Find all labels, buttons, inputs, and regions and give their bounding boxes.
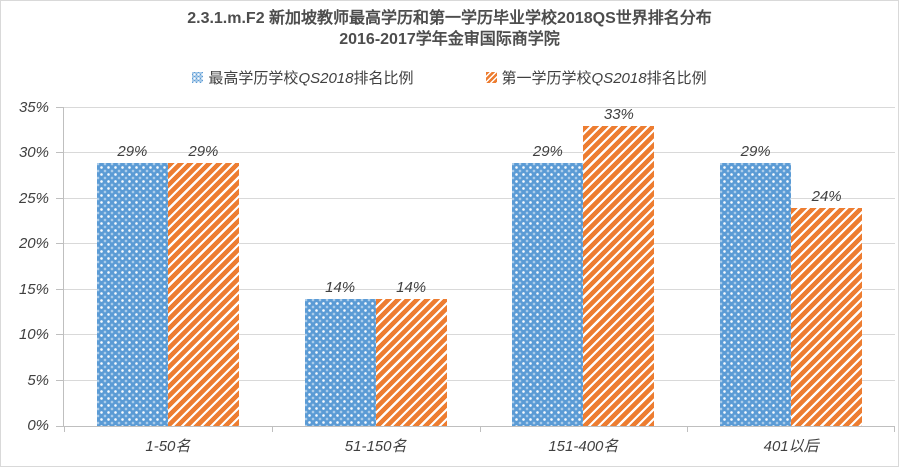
x-axis-category-label: 151-400名 bbox=[548, 438, 619, 455]
y-axis-label: 10% bbox=[18, 326, 49, 344]
y-axis-label: 5% bbox=[27, 371, 49, 389]
bar-value-label: 14% bbox=[396, 278, 427, 296]
gridline bbox=[64, 152, 895, 154]
y-axis-tick bbox=[56, 334, 64, 336]
y-axis-tick bbox=[56, 379, 64, 381]
bar-highest-degree-51-150名 bbox=[304, 298, 376, 426]
y-axis-label: 30% bbox=[18, 144, 49, 162]
bar-value-label: 29% bbox=[188, 142, 219, 160]
y-axis-label: 15% bbox=[18, 280, 49, 298]
y-axis-label: 20% bbox=[18, 235, 49, 253]
bar-value-label: 29% bbox=[117, 142, 148, 160]
y-axis-tick bbox=[56, 197, 64, 199]
bar-value-label: 14% bbox=[325, 278, 356, 296]
plot-area: 0% 5% 10% 15% 20% 25% 30% 35% 1-50名 29% 29% 51-150名… bbox=[19, 99, 895, 455]
bar-highest-degree-1-50名 bbox=[96, 162, 168, 426]
x-axis-category-label: 401以后 bbox=[763, 438, 819, 455]
gridline bbox=[64, 107, 895, 108]
x-axis-tick bbox=[480, 426, 481, 432]
legend-item-highest-degree: 最高学历学校QS2018排名比例 bbox=[192, 67, 414, 88]
bar-value-label: 24% bbox=[811, 187, 842, 205]
y-axis-tick bbox=[56, 426, 64, 427]
chart-title: 2.3.1.m.F2 新加坡教师最高学历和第一学历毕业学校2018QS世界排名分… bbox=[187, 10, 712, 27]
legend-item-first-degree: 第一学历学校QS2018排名比例 bbox=[485, 67, 707, 88]
y-axis-tick bbox=[56, 107, 64, 108]
x-axis-tick bbox=[687, 426, 688, 432]
bar-first-degree-51-150名 bbox=[375, 298, 447, 426]
chart-title-block: 2.3.1.m.F2 新加坡教师最高学历和第一学历毕业学校2018QS世界排名分… bbox=[1, 8, 898, 50]
x-axis-tick bbox=[272, 426, 273, 432]
legend-label-first-degree: 第一学历学校QS2018排名比例 bbox=[501, 70, 707, 87]
bar-value-label: 29% bbox=[532, 142, 563, 160]
gridline bbox=[64, 197, 895, 199]
bar-highest-degree-401以后 bbox=[720, 162, 792, 426]
x-axis-tick bbox=[894, 426, 895, 432]
y-axis-label: 35% bbox=[18, 99, 49, 116]
chart-subtitle: 2016-2017学年金审国际商学院 bbox=[339, 31, 560, 48]
gridline bbox=[64, 243, 895, 245]
legend: 最高学历学校QS2018排名比例 第一学历学校QS2018排名比例 bbox=[1, 67, 898, 88]
bar-first-degree-1-50名 bbox=[167, 162, 239, 426]
x-axis-category-label: 51-150名 bbox=[344, 438, 407, 455]
bar-first-degree-401以后 bbox=[791, 207, 863, 426]
y-axis-label: 0% bbox=[27, 417, 49, 434]
gridline bbox=[64, 288, 895, 290]
bar-value-label: 33% bbox=[603, 106, 634, 124]
y-axis-label: 25% bbox=[18, 189, 49, 207]
legend-marker-stripes-icon bbox=[485, 72, 497, 83]
y-axis-tick bbox=[56, 243, 64, 245]
bar-first-degree-151-400名 bbox=[583, 126, 655, 426]
y-axis-tick bbox=[56, 152, 64, 154]
bar-value-label: 29% bbox=[740, 142, 771, 160]
legend-marker-dots-icon bbox=[192, 72, 204, 83]
legend-label-highest-degree: 最高学历学校QS2018排名比例 bbox=[208, 70, 414, 87]
x-axis-category-label: 1-50名 bbox=[145, 438, 191, 455]
bar-highest-degree-151-400名 bbox=[512, 162, 584, 426]
y-axis-tick bbox=[56, 288, 64, 290]
gridline bbox=[64, 379, 895, 381]
gridline bbox=[64, 334, 895, 336]
x-axis-tick bbox=[64, 426, 65, 432]
